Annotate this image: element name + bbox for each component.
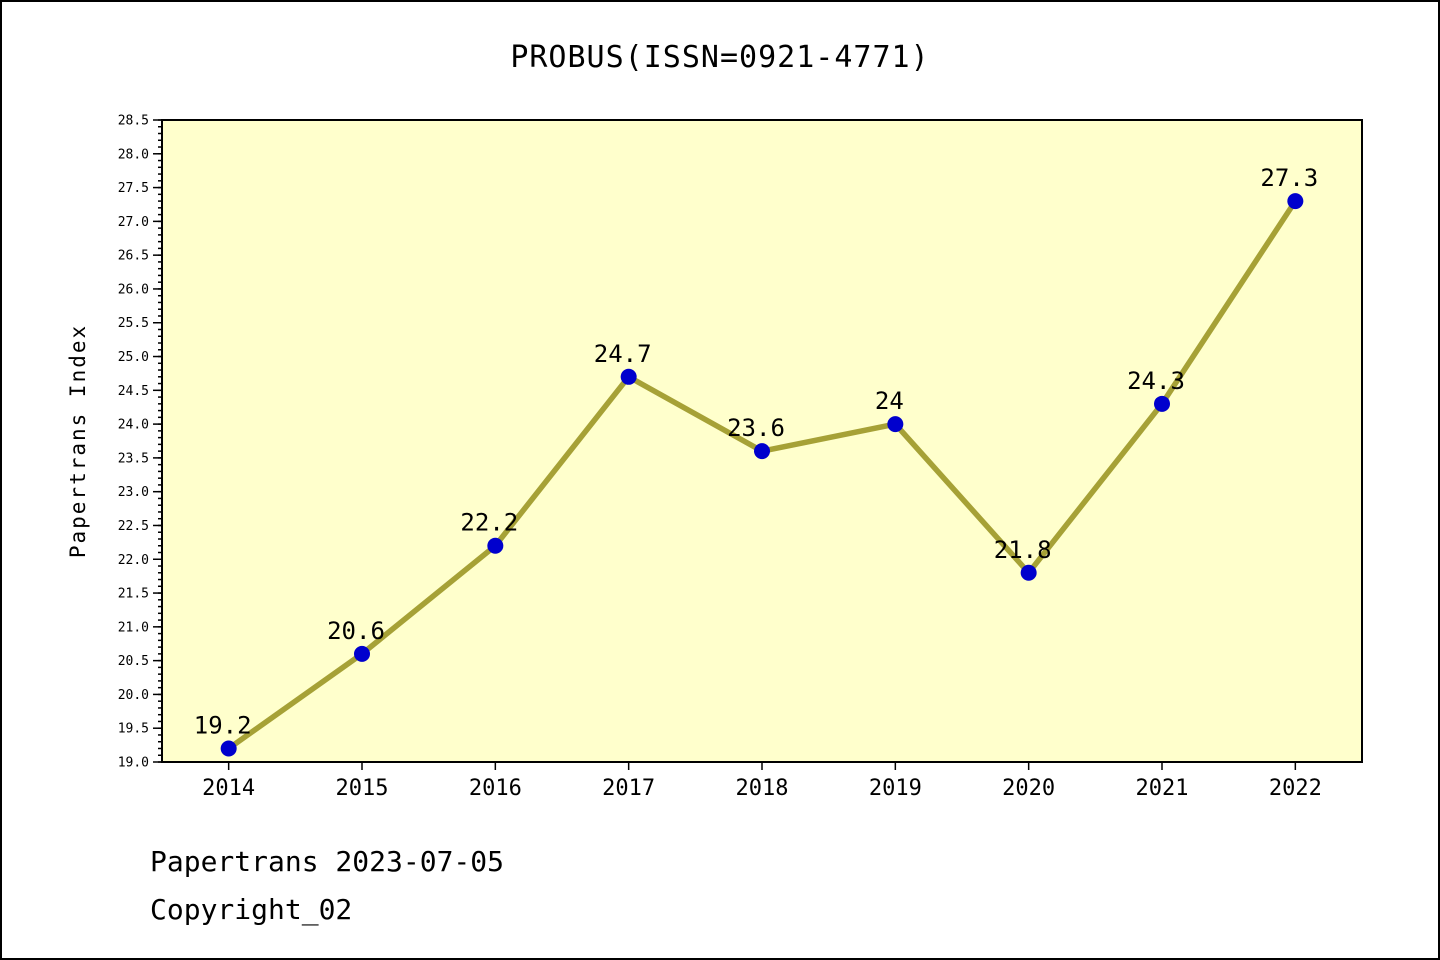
- svg-text:21.5: 21.5: [118, 587, 149, 602]
- svg-text:2019: 2019: [869, 776, 922, 801]
- data-point: [754, 443, 770, 460]
- data-point-label: 24.3: [1127, 367, 1185, 395]
- svg-text:23.0: 23.0: [118, 485, 149, 500]
- svg-text:25.0: 25.0: [118, 350, 149, 365]
- svg-text:2017: 2017: [602, 776, 655, 801]
- svg-text:28.5: 28.5: [118, 114, 149, 129]
- data-point-label: 27.3: [1260, 164, 1318, 192]
- data-points: [220, 193, 1304, 757]
- data-point: [1020, 564, 1037, 581]
- svg-text:21.0: 21.0: [118, 620, 149, 635]
- svg-text:20.0: 20.0: [118, 688, 149, 703]
- footer-date: Papertrans 2023-07-05: [150, 845, 505, 878]
- y-axis-label: Papertrans Index: [66, 323, 90, 559]
- svg-text:2015: 2015: [336, 776, 389, 801]
- svg-text:24.5: 24.5: [118, 384, 149, 399]
- svg-text:2018: 2018: [736, 776, 789, 801]
- chart-footer: Papertrans 2023-07-05 Copyright_02: [150, 838, 504, 934]
- svg-text:24.0: 24.0: [118, 418, 149, 433]
- data-labels: 19.2 20.6 22.2 24.7 23.6 24 21.8 24.3 27.3: [194, 164, 1318, 739]
- svg-text:27.5: 27.5: [118, 181, 149, 196]
- svg-text:2016: 2016: [469, 776, 522, 801]
- svg-text:28.0: 28.0: [118, 147, 149, 162]
- svg-text:19.5: 19.5: [118, 722, 149, 737]
- svg-text:20.5: 20.5: [118, 654, 149, 669]
- data-point-label: 24: [875, 387, 904, 415]
- svg-text:27.0: 27.0: [118, 215, 149, 230]
- chart-title: PROBUS(ISSN=0921-4771): [510, 40, 930, 75]
- data-point: [620, 368, 637, 385]
- data-point-label: 24.7: [594, 340, 652, 368]
- svg-text:2022: 2022: [1269, 776, 1322, 801]
- svg-text:2020: 2020: [1002, 776, 1055, 801]
- svg-text:26.0: 26.0: [118, 282, 149, 297]
- data-point-label: 19.2: [194, 711, 252, 739]
- data-point-label: 22.2: [460, 509, 518, 537]
- svg-text:25.5: 25.5: [118, 316, 149, 331]
- axis-tick-labels: 19.0 19.5 20.0 20.5 21.0 21.5 22.0 22.5 23.0 23.5…: [118, 114, 1322, 802]
- svg-text:26.5: 26.5: [118, 249, 149, 264]
- data-point-label: 20.6: [327, 617, 385, 645]
- data-point: [1154, 395, 1170, 412]
- svg-text:23.5: 23.5: [118, 451, 149, 466]
- data-point: [487, 537, 504, 554]
- data-point: [887, 416, 904, 433]
- svg-text:2021: 2021: [1136, 776, 1189, 801]
- svg-text:2014: 2014: [202, 776, 255, 801]
- data-point-label: 21.8: [994, 536, 1052, 564]
- svg-text:22.5: 22.5: [118, 519, 149, 534]
- data-point-label: 23.6: [727, 414, 785, 442]
- data-point: [220, 740, 237, 757]
- data-point: [1287, 193, 1304, 210]
- svg-text:22.0: 22.0: [118, 553, 149, 568]
- data-point: [354, 645, 370, 662]
- footer-copyright: Copyright_02: [150, 893, 353, 926]
- svg-text:19.0: 19.0: [118, 756, 149, 771]
- plot-frame: [161, 119, 1363, 763]
